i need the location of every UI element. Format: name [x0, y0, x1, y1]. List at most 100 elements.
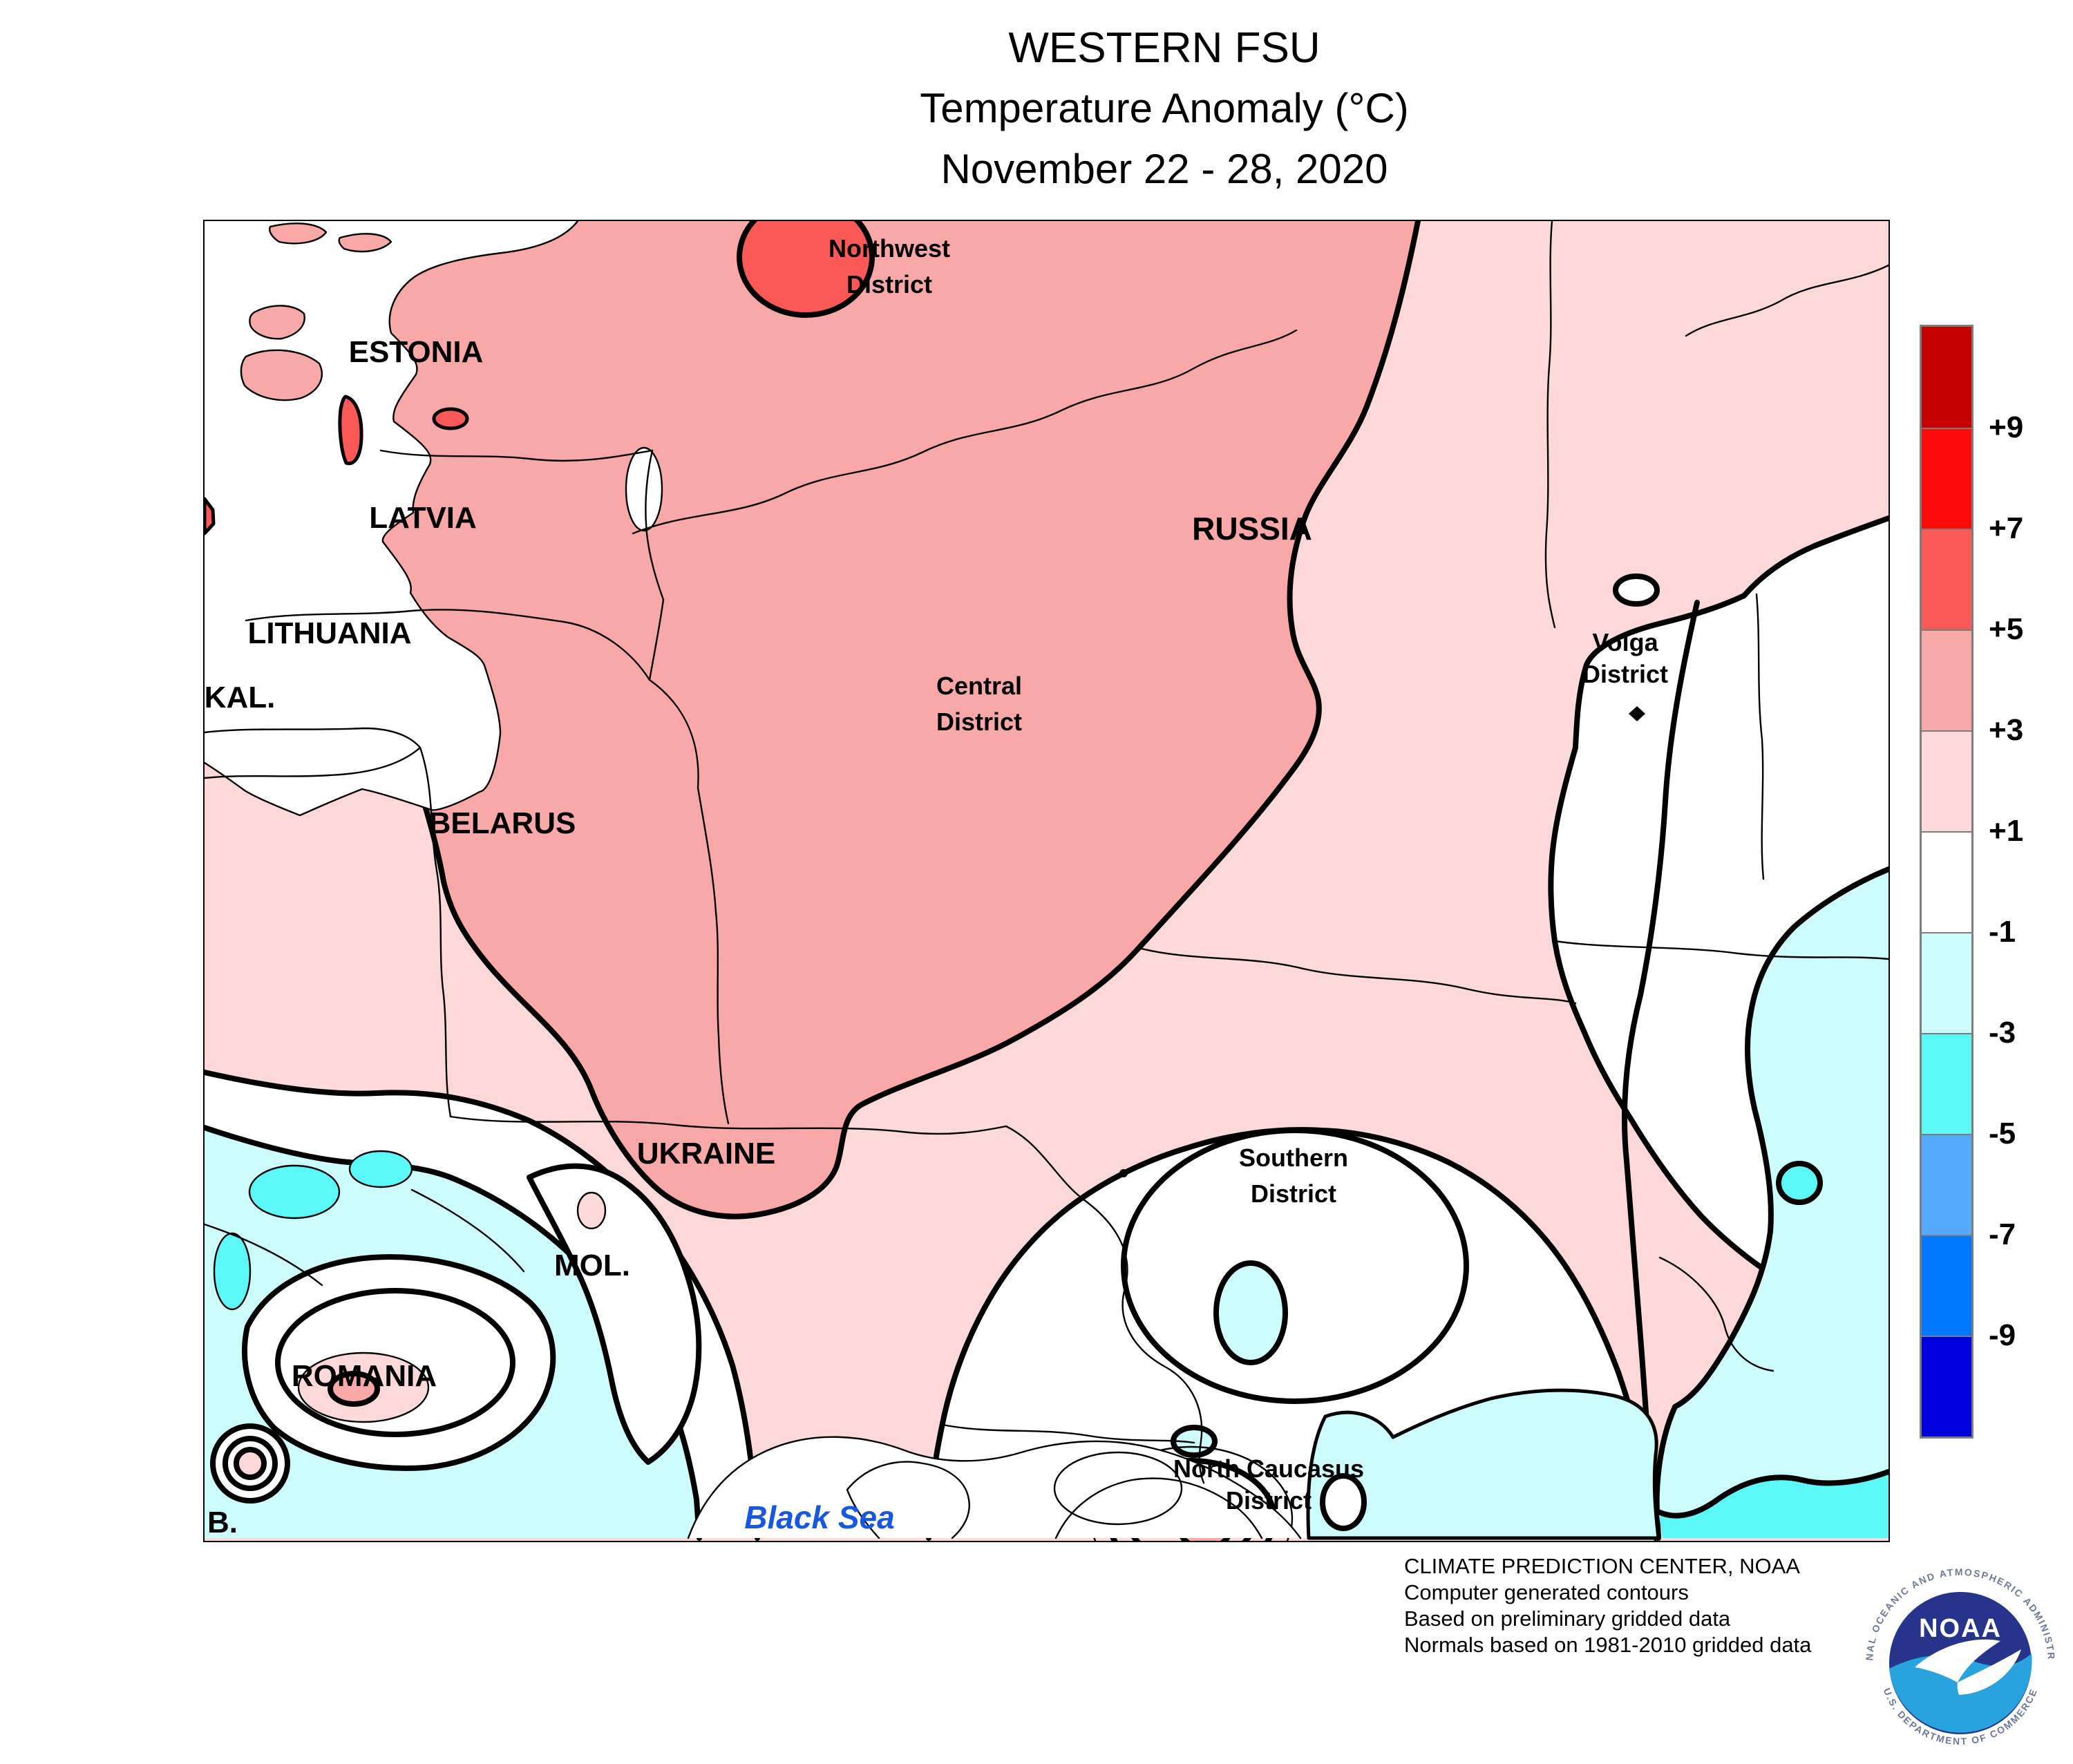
sea-of-azov-coastline: [1053, 1451, 1183, 1526]
map-mark-dot: [1119, 1169, 1128, 1177]
legend-swatches: [1920, 325, 1973, 1439]
region-minus5-minus3-balkan-3: [213, 1232, 252, 1311]
black-sea-coastline: [687, 1436, 1302, 1539]
island-saaremaa: [240, 349, 323, 401]
label-north-caucasus-district-1: North Caucasus: [1173, 1454, 1365, 1483]
border-azov-coast: [1054, 1477, 1263, 1539]
neutral-blob-volga: [1613, 573, 1660, 607]
logo-acronym: NOAA: [1919, 1614, 2002, 1643]
legend-boundary-label: +1: [1989, 814, 2024, 848]
legend-boundary-label: -5: [1989, 1117, 2016, 1150]
label-romania: ROMANIA: [291, 1359, 437, 1393]
contour-ring-carpathian: [275, 1288, 515, 1437]
map-mark-diamond: [1629, 706, 1645, 721]
legend-swatch-plus1-to-plus3: [1922, 730, 1971, 831]
contour-plus1-balkan: [205, 1070, 760, 1541]
border-top-right: [1685, 264, 1889, 337]
page-title: WESTERN FSU: [1008, 24, 1321, 72]
label-lithuania: LITHUANIA: [247, 616, 412, 650]
region-plus5-plus7-coast-sliver: [205, 497, 216, 535]
contour-plus3: [205, 221, 1421, 1220]
border-estonia-russia: [645, 449, 665, 601]
credits-line-3: Based on preliminary gridded data: [1404, 1606, 1731, 1631]
legend-swatch-plus5-to-plus7: [1922, 529, 1971, 629]
legend-boundary-label: -7: [1989, 1217, 2016, 1251]
label-southern-district-1: Southern: [1239, 1144, 1348, 1172]
border-volga-horizontal: [1553, 940, 1889, 960]
label-kaliningrad: KAL.: [204, 681, 276, 714]
label-black-sea: Black Sea: [744, 1499, 895, 1535]
region-plus3-plus5-romania-core: [328, 1371, 380, 1407]
legend-boundary-label: +7: [1989, 511, 2024, 545]
region-neutral-moldova-channel: [527, 1163, 702, 1465]
legend-swatch-minus5-to-minus3: [1922, 1033, 1971, 1134]
label-ukraine: UKRAINE: [636, 1137, 776, 1170]
contour-ring-southern: [1121, 1128, 1469, 1404]
border-latvia-lithuania: [245, 609, 651, 681]
region-minus5-minus3-east-blob: [1776, 1161, 1823, 1205]
border-estonia-latvia: [379, 449, 654, 462]
legend-boundary-label: -1: [1989, 915, 2016, 949]
legend-boundary-label: +5: [1989, 612, 2024, 646]
logo-bird-body-icon: [1957, 1649, 2021, 1695]
border-volga-vertical: [1755, 593, 1765, 880]
map-panel: ESTONIA LATVIA LITHUANIA KAL. BELARUS RU…: [203, 220, 1890, 1542]
border-belarus-ukraine: [449, 1115, 1007, 1135]
label-latvia: LATVIA: [369, 501, 477, 535]
region-plus1-plus3-moldova-spot: [576, 1191, 607, 1230]
border-kazakhstan: [1658, 1256, 1774, 1372]
border-belarus-west: [419, 746, 452, 1118]
noaa-logo: NATIONAL OCEANIC AND ATMOSPHERIC ADMINIS…: [1859, 1557, 2058, 1761]
neutral-blob-caspian: [1320, 1473, 1367, 1531]
credits: CLIMATE PREDICTION CENTER, NOAA Computer…: [1404, 1553, 1811, 1658]
island-finland-coast-2: [338, 233, 392, 253]
region-plus3-plus5-northwest: [205, 221, 1418, 1217]
legend-swatch-below-minus9: [1922, 1336, 1971, 1436]
label-estonia: ESTONIA: [348, 335, 484, 369]
border-romania-west: [205, 1188, 525, 1287]
label-russia: RUSSIA: [1192, 511, 1312, 547]
anomaly-map-svg: [205, 221, 1889, 1541]
legend-swatch-plus7-to-plus9: [1922, 428, 1971, 529]
border-ukraine-russia: [1005, 1125, 1205, 1484]
credits-line-4: Normals based on 1981-2010 gridded data: [1404, 1633, 1812, 1657]
region-minus3-minus1-southern-blob: [1213, 1260, 1288, 1365]
label-north-caucasus-district-2: District: [1225, 1486, 1312, 1515]
region-minus5-minus3-balkan-2: [348, 1150, 413, 1188]
credits-line-1: CLIMATE PREDICTION CENTER, NOAA: [1404, 1554, 1800, 1578]
contour-minus3-bottom-right: [1656, 1469, 1889, 1519]
label-belarus: BELARUS: [428, 806, 576, 840]
legend-swatch-above-plus9: [1922, 327, 1971, 428]
legend-labels: +9 +7 +5 +3 +1 -1 -3 -5 -7 -9: [1989, 327, 2073, 1439]
island-hiiumaa: [249, 305, 305, 340]
region-plus1-plus3-serbia-core: [234, 1447, 267, 1480]
border-latvia-russia: [648, 598, 699, 789]
region-plus5-plus7-riga-sliver: [338, 395, 363, 466]
label-northwest-district-1: Northwest: [828, 234, 951, 263]
baltic-coastline: [205, 221, 579, 817]
legend-boundary-label: +9: [1989, 410, 2024, 444]
legend-swatch-minus7-to-minus5: [1922, 1134, 1971, 1235]
legend-swatch-minus1-to-plus1: [1922, 831, 1971, 932]
contour-ring-serbia: [223, 1436, 278, 1491]
black-sea: [688, 1436, 1300, 1538]
contour-mid-volga: [1621, 600, 1700, 1510]
legend-boundary-label: +3: [1989, 713, 2024, 747]
date-range: November 22 - 28, 2020: [940, 146, 1388, 192]
region-minus5-minus3-balkan-1: [248, 1164, 341, 1220]
legend-swatch-plus3-to-plus5: [1922, 629, 1971, 730]
border-southern-internal: [941, 1423, 1195, 1444]
logo-bird-wing-icon: [1915, 1639, 2000, 1682]
label-moldova: MOL.: [554, 1249, 630, 1282]
label-northwest-district-2: District: [846, 270, 933, 298]
label-volga-district-1: Volga: [1592, 628, 1658, 656]
label-volga-district-2: District: [1582, 660, 1669, 688]
noaa-logo-svg: NATIONAL OCEANIC AND ATMOSPHERIC ADMINIS…: [1859, 1557, 2058, 1761]
label-central-district-1: Central: [936, 672, 1023, 700]
border-central-southern-district: [1137, 947, 1577, 1005]
border-nw-central-district: [632, 329, 1298, 535]
lake-peipus: [625, 446, 663, 532]
region-minus5-minus3-bottom-right: [1658, 1472, 1889, 1538]
legend-boundary-label: -3: [1989, 1016, 2016, 1050]
credits-line-2: Computer generated contours: [1404, 1580, 1689, 1604]
